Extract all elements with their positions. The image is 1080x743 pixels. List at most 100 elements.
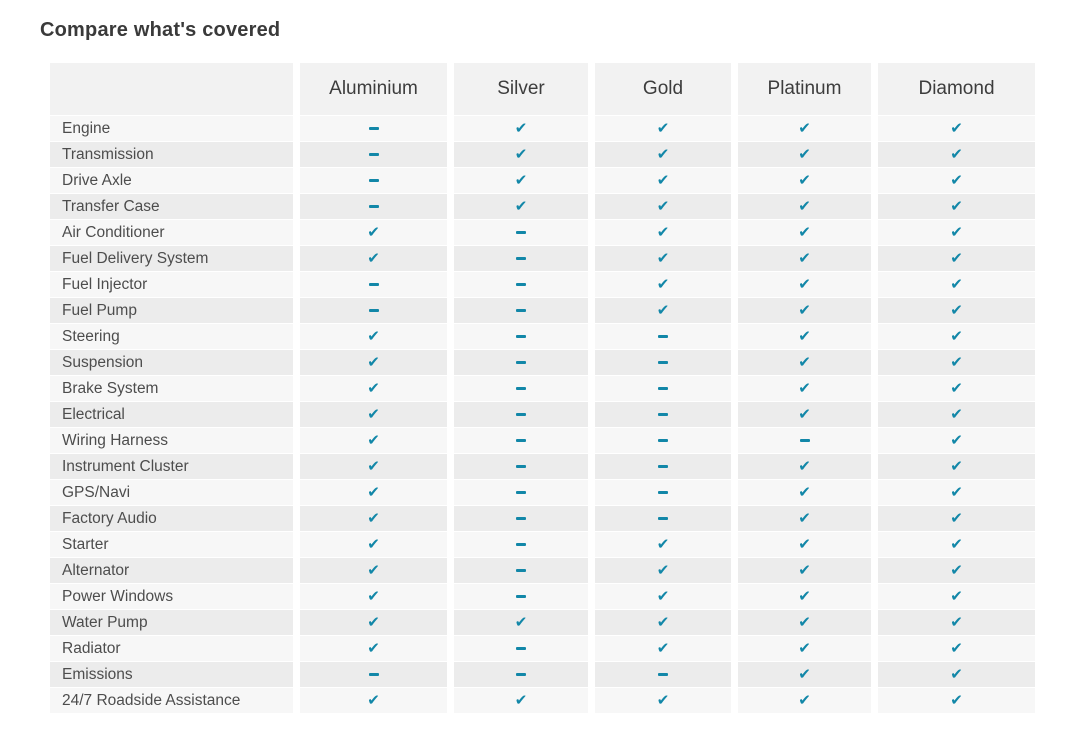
covered-cell: ✔: [595, 142, 731, 167]
table-row: Suspension ✔ ✔ ✔: [50, 350, 1035, 375]
dash-icon: [658, 360, 668, 364]
check-icon: ✔: [950, 300, 963, 319]
covered-cell: ✔: [738, 324, 871, 349]
covered-cell: ✔: [738, 220, 871, 245]
check-icon: ✔: [367, 534, 380, 553]
check-icon: ✔: [798, 612, 811, 631]
dash-icon: [658, 490, 668, 494]
covered-cell: ✔: [738, 506, 871, 531]
row-label: Fuel Delivery System: [50, 246, 293, 271]
check-icon: ✔: [656, 222, 670, 241]
covered-cell: ✔: [595, 272, 731, 297]
row-label: Air Conditioner: [50, 220, 293, 245]
not-covered-cell: [595, 402, 731, 427]
covered-cell: ✔: [595, 298, 731, 323]
dash-icon: [658, 334, 668, 338]
covered-cell: ✔: [878, 376, 1035, 401]
covered-cell: ✔: [738, 636, 871, 661]
check-icon: ✔: [798, 456, 811, 475]
not-covered-cell: [738, 428, 871, 453]
check-icon: ✔: [656, 118, 670, 137]
not-covered-cell: [595, 324, 731, 349]
covered-cell: ✔: [878, 662, 1035, 687]
covered-cell: ✔: [738, 272, 871, 297]
row-label: Starter: [50, 532, 293, 557]
dash-icon: [516, 490, 526, 494]
table-row: GPS/Navi ✔ ✔ ✔: [50, 480, 1035, 505]
coverage-table: Aluminium Silver Gold Platinum Diamond Engin…: [43, 62, 1042, 714]
check-icon: ✔: [798, 664, 811, 683]
covered-cell: ✔: [300, 220, 447, 245]
check-icon: ✔: [950, 170, 963, 189]
dash-icon: [368, 126, 379, 130]
covered-cell: ✔: [738, 402, 871, 427]
check-icon: ✔: [798, 274, 811, 293]
not-covered-cell: [454, 584, 588, 609]
covered-cell: ✔: [738, 532, 871, 557]
check-icon: ✔: [656, 248, 670, 267]
column-header-silver: Silver: [454, 63, 588, 115]
covered-cell: ✔: [738, 246, 871, 271]
dash-icon: [516, 308, 526, 312]
header-empty-cell: [50, 63, 293, 115]
not-covered-cell: [300, 272, 447, 297]
row-label: Drive Axle: [50, 168, 293, 193]
check-icon: ✔: [950, 612, 963, 631]
covered-cell: ✔: [878, 584, 1035, 609]
dash-icon: [516, 594, 526, 598]
covered-cell: ✔: [878, 246, 1035, 271]
table-row: Factory Audio ✔ ✔ ✔: [50, 506, 1035, 531]
table-row: Fuel Pump ✔ ✔ ✔: [50, 298, 1035, 323]
covered-cell: ✔: [878, 272, 1035, 297]
covered-cell: ✔: [454, 194, 588, 219]
covered-cell: ✔: [454, 142, 588, 167]
check-icon: ✔: [367, 508, 380, 527]
check-icon: ✔: [798, 508, 811, 527]
dash-icon: [368, 672, 379, 676]
dash-icon: [368, 308, 379, 312]
column-header-gold: Gold: [595, 63, 731, 115]
dash-icon: [516, 256, 526, 260]
not-covered-cell: [300, 662, 447, 687]
dash-icon: [658, 464, 668, 468]
check-icon: ✔: [798, 534, 811, 553]
check-icon: ✔: [950, 586, 963, 605]
not-covered-cell: [300, 142, 447, 167]
covered-cell: ✔: [300, 558, 447, 583]
table-row: Drive Axle ✔ ✔ ✔ ✔: [50, 168, 1035, 193]
check-icon: ✔: [367, 612, 380, 631]
check-icon: ✔: [950, 664, 963, 683]
row-label: Factory Audio: [50, 506, 293, 531]
dash-icon: [799, 438, 810, 442]
row-label: Transfer Case: [50, 194, 293, 219]
not-covered-cell: [454, 298, 588, 323]
covered-cell: ✔: [878, 480, 1035, 505]
row-label: Suspension: [50, 350, 293, 375]
column-header-aluminium: Aluminium: [300, 63, 447, 115]
covered-cell: ✔: [595, 246, 731, 271]
covered-cell: ✔: [878, 142, 1035, 167]
covered-cell: ✔: [738, 688, 871, 713]
not-covered-cell: [454, 662, 588, 687]
not-covered-cell: [595, 454, 731, 479]
dash-icon: [516, 282, 526, 286]
not-covered-cell: [454, 636, 588, 661]
not-covered-cell: [595, 376, 731, 401]
check-icon: ✔: [950, 222, 963, 241]
check-icon: ✔: [514, 170, 528, 189]
row-label: Water Pump: [50, 610, 293, 635]
page-title: Compare what's covered: [40, 19, 281, 41]
not-covered-cell: [454, 220, 588, 245]
check-icon: ✔: [798, 560, 811, 579]
table-row: Transmission ✔ ✔ ✔ ✔: [50, 142, 1035, 167]
check-icon: ✔: [656, 690, 670, 709]
dash-icon: [658, 438, 668, 442]
covered-cell: ✔: [738, 142, 871, 167]
table-row: Water Pump ✔ ✔ ✔ ✔ ✔: [50, 610, 1035, 635]
dash-icon: [368, 152, 379, 156]
row-label: Fuel Pump: [50, 298, 293, 323]
table-row: Power Windows ✔ ✔ ✔ ✔: [50, 584, 1035, 609]
covered-cell: ✔: [738, 610, 871, 635]
covered-cell: ✔: [300, 584, 447, 609]
dash-icon: [516, 568, 526, 572]
